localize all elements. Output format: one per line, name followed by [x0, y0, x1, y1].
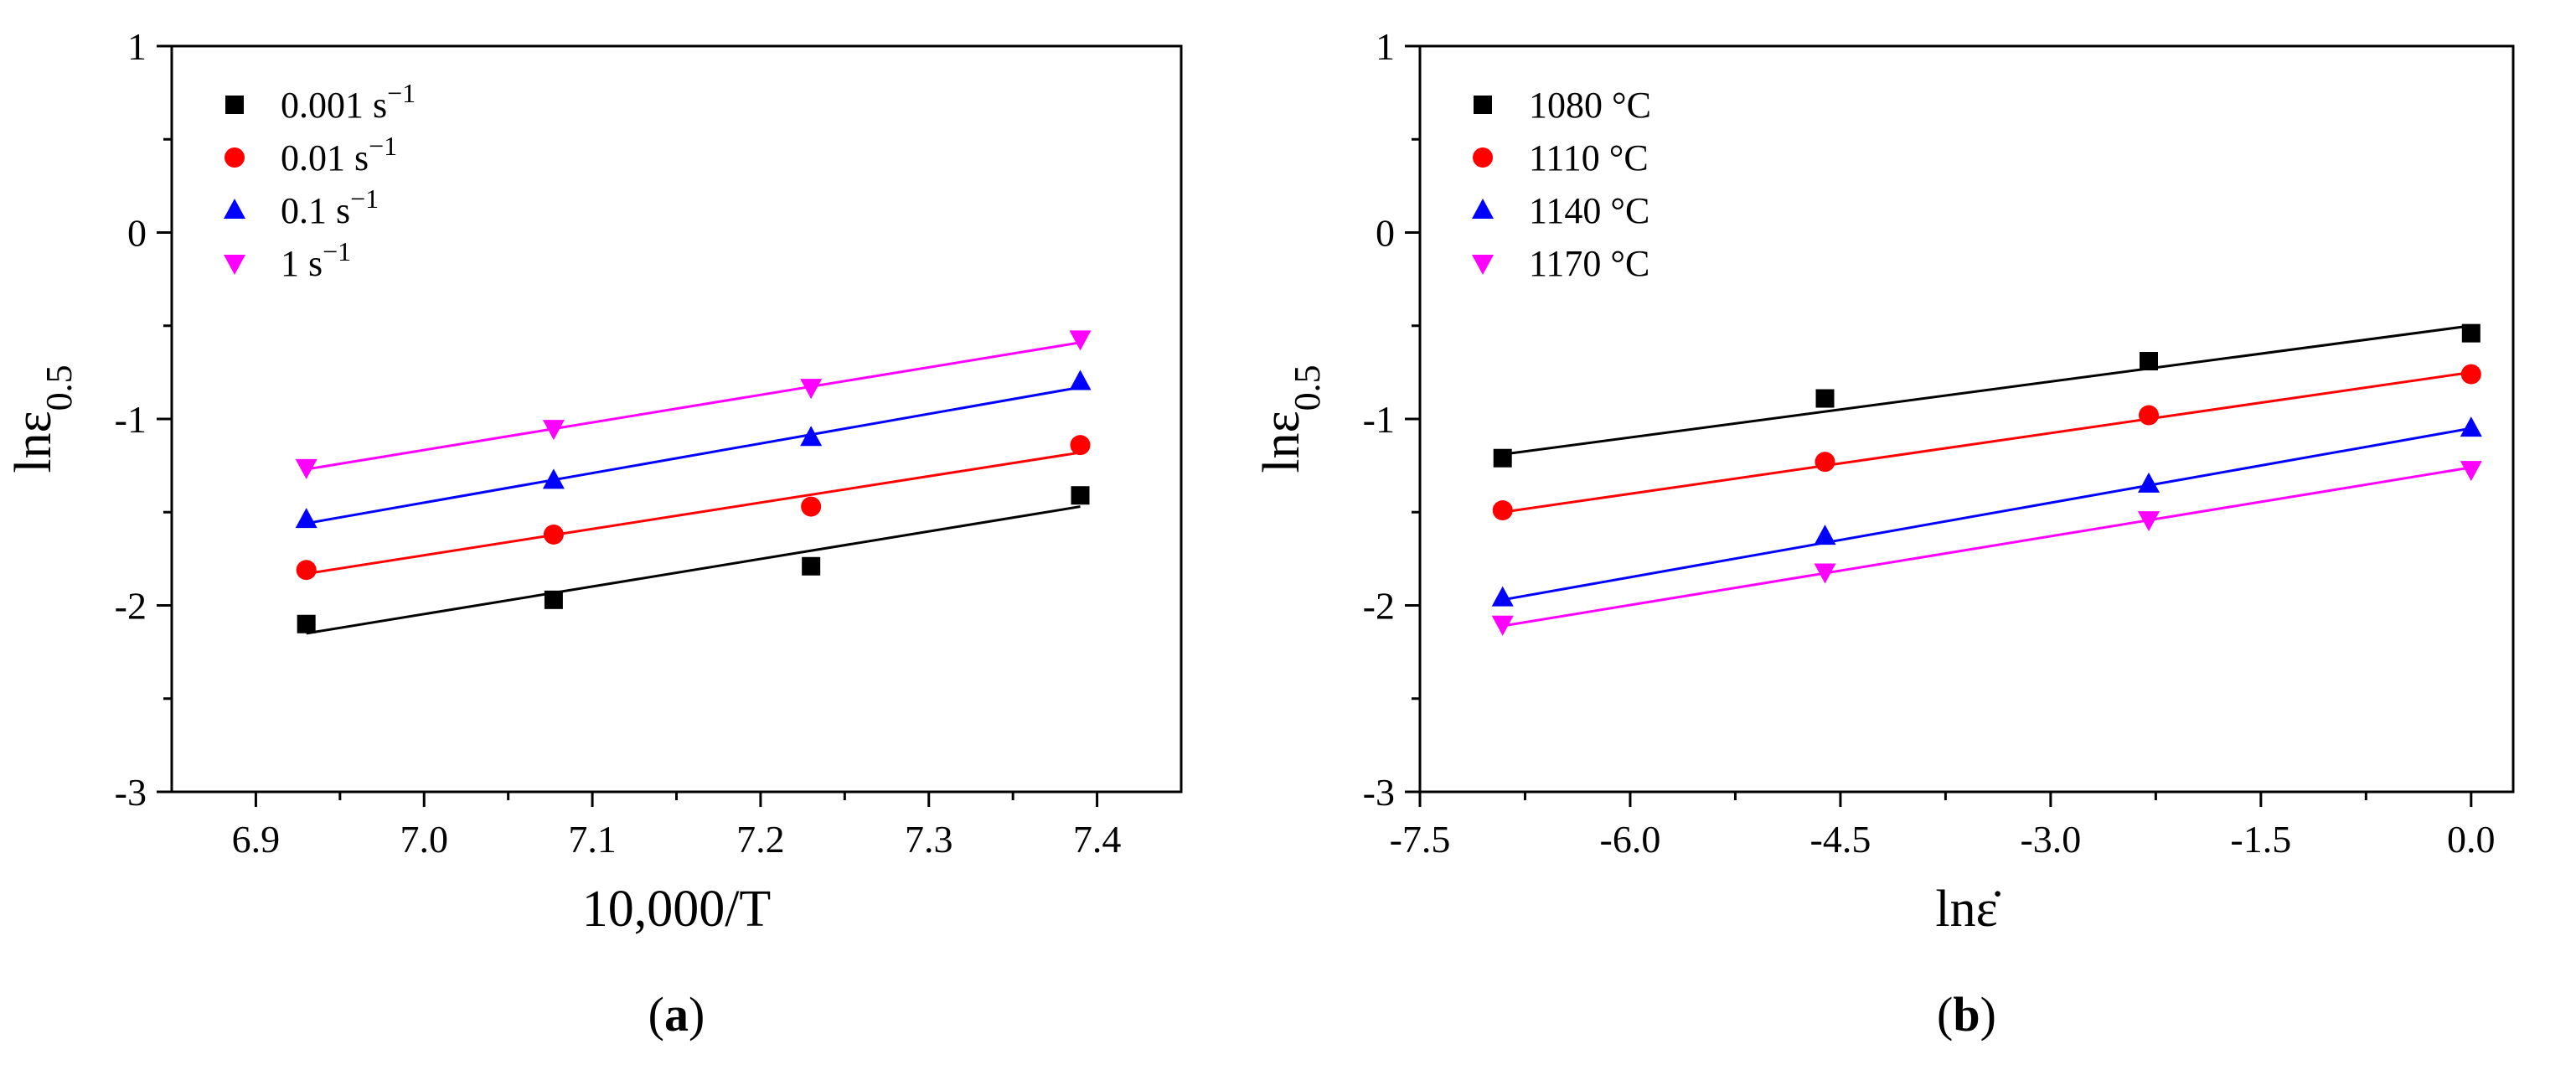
y-tick-label: 1 [1376, 25, 1395, 68]
fit-line-2 [1502, 370, 2472, 514]
x-tick-label: -4.5 [1810, 818, 1871, 861]
x-tick-label: 7.0 [400, 818, 449, 861]
legend-marker [1474, 96, 1492, 114]
data-point-series-2 [1492, 500, 1513, 521]
legend-label: 1140 °C [1529, 190, 1649, 231]
data-point-series-2 [2139, 405, 2159, 426]
y-tick-label: -1 [1363, 398, 1395, 441]
legend-label: 0.1 s−1 [281, 184, 379, 231]
legend: 0.001 s−1 0.01 s−1 0.1 s−1 1 s−1 [224, 78, 416, 284]
data-point-series-2 [801, 496, 822, 517]
legend-marker [225, 96, 244, 114]
x-tick-label: 7.4 [1073, 818, 1122, 861]
x-tick-label: -6.0 [1600, 818, 1661, 861]
legend-label: 1110 °C [1529, 137, 1649, 178]
legend-marker [1472, 199, 1494, 219]
data-point-series-1 [1815, 389, 1835, 408]
x-tick-label: 7.1 [568, 818, 617, 861]
legend-marker [1472, 255, 1494, 275]
data-point-series-2 [543, 524, 564, 545]
data-point-series-3 [800, 426, 823, 447]
legend-label: 0.01 s−1 [281, 131, 397, 178]
y-tick-label: -3 [1363, 771, 1395, 814]
y-tick-label: -1 [115, 398, 147, 441]
panel-label: (b) [1937, 987, 1996, 1042]
legend-label: 0.001 s−1 [281, 78, 416, 126]
chart-panel-b: -7.5 -6.0 -4.5 -3.0 -1.5 0.0 -3 -2 -1 0 1 lnε̇ lnε0.… [1253, 25, 2515, 1042]
y-tick-label: -3 [115, 771, 147, 814]
x-tick-label: 7.2 [736, 818, 785, 861]
x-tick-label: 6.9 [232, 818, 281, 861]
data-point-series-1 [544, 590, 563, 609]
data-point-series-3 [1491, 586, 1514, 607]
data-point-series-2 [296, 560, 317, 581]
fit-line-3 [1502, 427, 2472, 602]
data-point-series-1 [2140, 352, 2158, 371]
data-point-series-4 [1491, 615, 1514, 636]
legend-marker [224, 255, 245, 275]
data-point-series-4 [2138, 511, 2160, 532]
y-tick-label: 0 [127, 212, 147, 255]
data-point-series-1 [2461, 323, 2480, 343]
x-axis-title: lnε̇ [1935, 881, 2000, 938]
panel-label: (a) [648, 987, 705, 1042]
data-point-series-2 [1070, 435, 1091, 456]
x-tick-label: -1.5 [2230, 818, 2291, 861]
legend-label: 1080 °C [1529, 85, 1651, 126]
x-tick-label: 7.3 [905, 818, 953, 861]
data-point-series-1 [297, 614, 316, 633]
y-axis-title: lnε0.5 [1253, 364, 1328, 473]
data-point-series-3 [1069, 370, 1092, 390]
legend-label: 1 s−1 [281, 236, 351, 284]
fit-line-4 [1502, 466, 2472, 628]
data-point-series-4 [1069, 330, 1092, 351]
fit-line-1 [1502, 324, 2472, 456]
fit-line-1 [306, 505, 1081, 635]
y-axis-title: lnε0.5 [5, 364, 80, 473]
data-point-series-4 [295, 458, 317, 479]
x-tick-label: 0.0 [2447, 818, 2496, 861]
y-tick-label: 0 [1376, 212, 1395, 255]
x-tick-label: -7.5 [1390, 818, 1451, 861]
data-point-series-3 [295, 508, 317, 529]
fit-line-4 [306, 341, 1081, 471]
legend: 1080 °C 1110 °C 1140 °C 1170 °C [1472, 85, 1651, 284]
legend-marker [225, 147, 245, 168]
y-tick-label: -2 [115, 585, 147, 628]
data-point-series-4 [2460, 461, 2482, 482]
data-point-series-2 [1815, 452, 1835, 473]
data-point-series-4 [1814, 563, 1836, 584]
data-point-series-3 [1814, 525, 1836, 545]
data-point-series-3 [2138, 472, 2160, 493]
data-point-series-4 [542, 420, 565, 441]
data-point-series-1 [1071, 486, 1090, 505]
x-tick-label: -3.0 [2020, 818, 2081, 861]
fit-line-3 [306, 385, 1081, 525]
data-point-series-1 [802, 556, 821, 576]
legend-marker [1473, 147, 1493, 168]
chart-panel-a: 6.9 7.0 7.1 7.2 7.3 7.4 -3 -2 -1 0 1 10,000/T lnε0.5… [5, 25, 1183, 1042]
x-axis-title: 10,000/T [582, 881, 772, 938]
legend-marker [224, 199, 245, 219]
data-point-series-3 [2460, 416, 2482, 437]
legend-label: 1170 °C [1529, 243, 1649, 284]
y-tick-label: 1 [127, 25, 147, 68]
fit-line-2 [306, 451, 1081, 576]
y-tick-label: -2 [1363, 585, 1395, 628]
data-point-series-1 [1493, 448, 1512, 468]
data-point-series-4 [800, 379, 823, 400]
data-point-series-2 [2460, 364, 2481, 385]
data-point-series-3 [542, 468, 565, 489]
